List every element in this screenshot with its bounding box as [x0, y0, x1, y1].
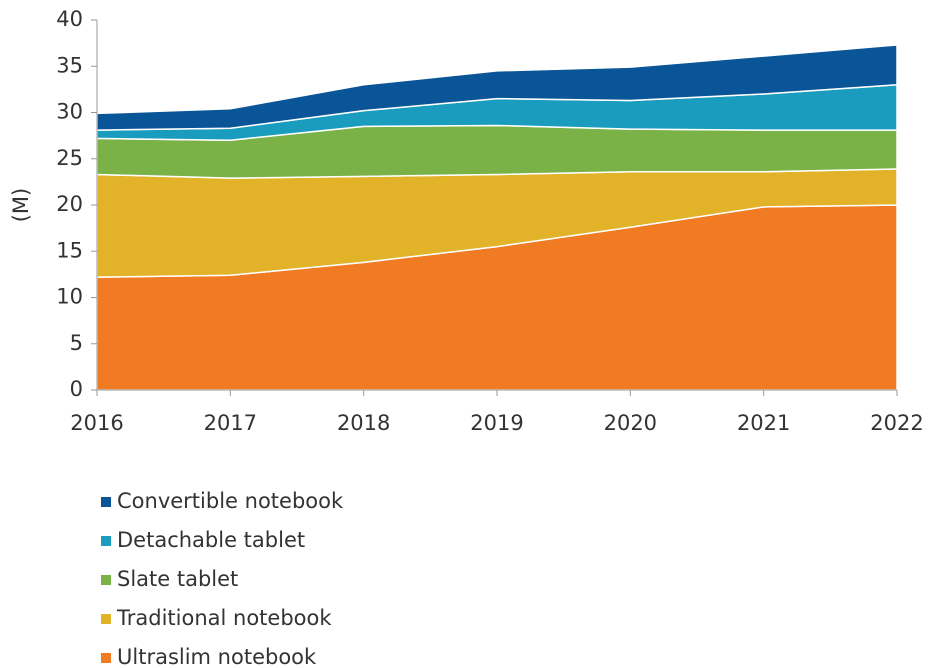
- y-tick-label: 25: [56, 146, 83, 170]
- x-tick-label: 2021: [737, 411, 790, 435]
- legend-label: Detachable tablet: [117, 528, 305, 552]
- legend-swatch: [101, 653, 111, 663]
- y-axis-label: (M): [9, 188, 33, 223]
- y-tick-label: 10: [56, 285, 83, 309]
- y-tick-label: 5: [70, 331, 83, 355]
- x-tick-label: 2017: [204, 411, 257, 435]
- y-tick-label: 0: [70, 377, 83, 401]
- y-tick-label: 30: [56, 100, 83, 124]
- y-tick-label: 20: [56, 192, 83, 216]
- y-tick-label: 35: [56, 53, 83, 77]
- x-tick-label: 2019: [470, 411, 523, 435]
- y-tick-label: 15: [56, 238, 83, 262]
- area: [96, 44, 898, 131]
- legend-label: Slate tablet: [117, 567, 238, 591]
- legend-label: Traditional notebook: [116, 606, 332, 630]
- x-tick-label: 2016: [70, 411, 123, 435]
- legend-label: Convertible notebook: [117, 489, 344, 513]
- legend-swatch: [101, 614, 111, 624]
- x-tick-label: 2018: [337, 411, 390, 435]
- x-tick-label: 2022: [870, 411, 923, 435]
- x-tick-label: 2020: [604, 411, 657, 435]
- legend-label: Ultraslim notebook: [117, 645, 317, 668]
- y-tick-label: 40: [56, 7, 83, 31]
- legend-swatch: [101, 497, 111, 507]
- legend-swatch: [101, 536, 111, 546]
- legend-swatch: [101, 575, 111, 585]
